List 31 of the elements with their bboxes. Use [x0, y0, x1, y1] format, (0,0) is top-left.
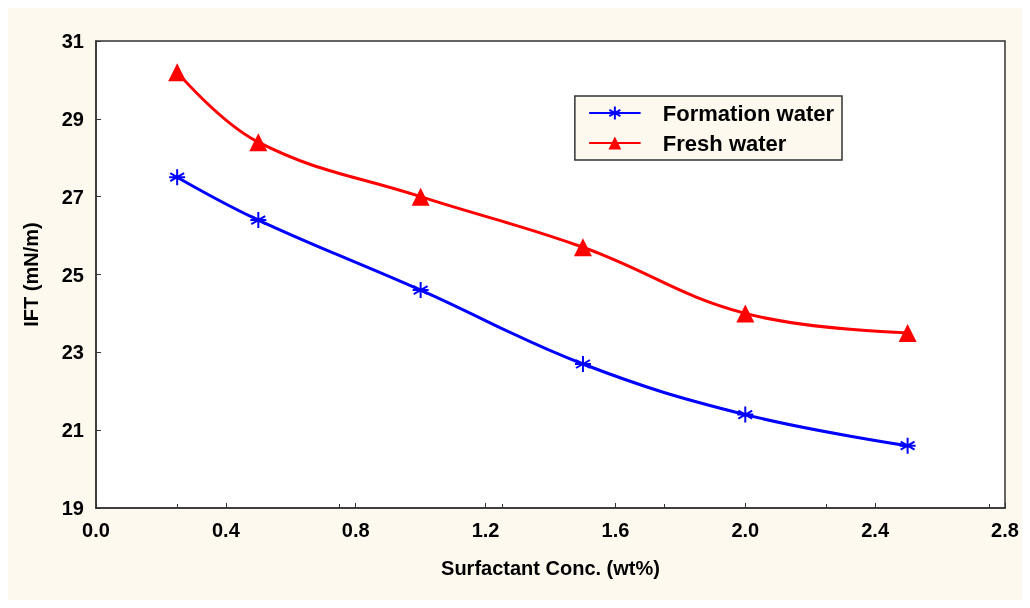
point: [898, 436, 917, 455]
x-tick-label: 0.8: [341, 519, 370, 541]
y-tick-label: 19: [61, 497, 84, 519]
point: [898, 323, 917, 342]
y-tick-label: 21: [61, 419, 84, 442]
y-tick-label: 25: [61, 263, 84, 286]
x-tick-label: 1.2: [471, 519, 500, 541]
legend-label: Formation water: [662, 100, 835, 126]
legend-label: Fresh water: [662, 130, 787, 156]
point: [168, 63, 187, 82]
point: [168, 168, 187, 187]
point: [249, 211, 268, 230]
point: [736, 405, 755, 424]
x-tick-label: 2.4: [861, 519, 890, 541]
y-tick-label: 31: [61, 30, 84, 52]
point: [573, 238, 592, 257]
x-tick-label: 0.4: [211, 519, 241, 541]
point: [736, 304, 755, 323]
x-tick-label: 1.6: [601, 519, 630, 541]
x-tick-label: 2.0: [731, 519, 760, 541]
x-tick-label: 2.8: [991, 519, 1019, 541]
y-tick-label: 23: [61, 341, 84, 364]
y-tick-label: 27: [61, 185, 84, 208]
point: [411, 187, 430, 206]
x-tick-label: 0.0: [82, 519, 110, 541]
x-axis-title: Surfactant Conc. (wt%): [441, 557, 660, 579]
point: [411, 281, 430, 300]
point: [249, 133, 268, 152]
point: [573, 355, 592, 374]
y-axis-title: IFT (mN/m): [20, 222, 42, 327]
y-tick-label: 29: [61, 107, 84, 130]
